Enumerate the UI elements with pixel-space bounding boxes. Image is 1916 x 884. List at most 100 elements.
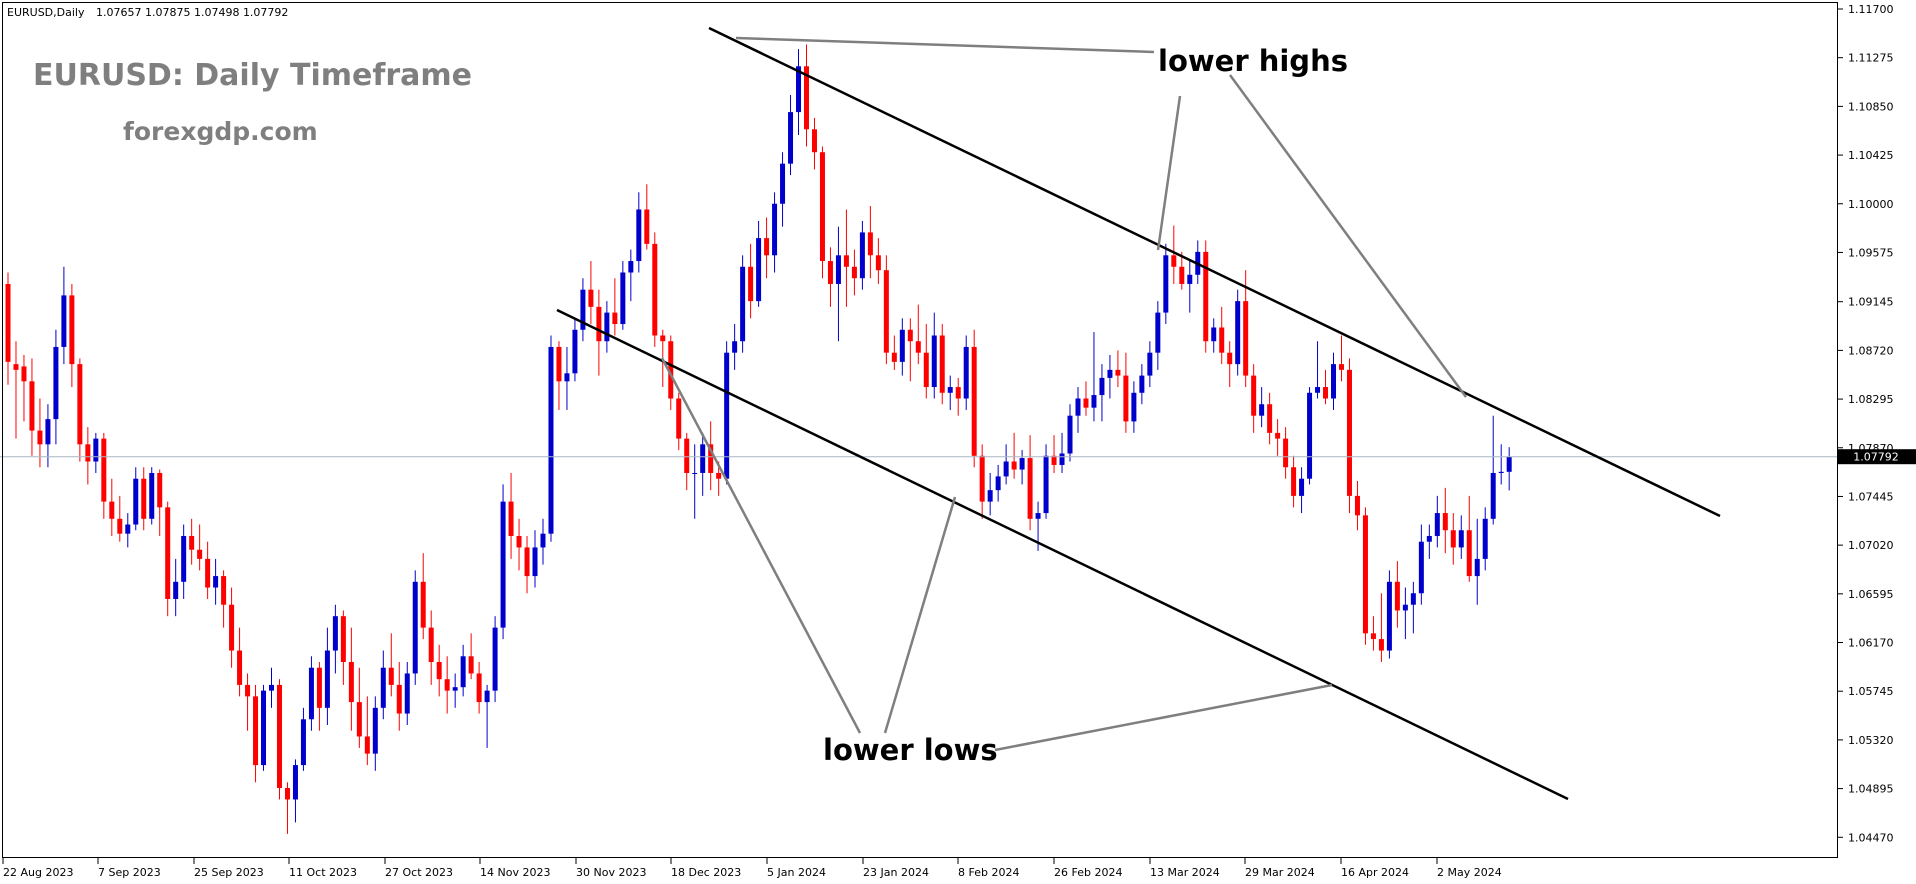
candle xyxy=(804,44,809,147)
time-axis[interactable]: 22 Aug 2023 7 Sep 2023 25 Sep 2023 11 Oct 2… xyxy=(2,858,1502,879)
candle xyxy=(516,518,522,571)
price-tick-label: 1.07445 xyxy=(1848,490,1894,503)
candle xyxy=(652,232,658,347)
candle xyxy=(93,432,99,473)
candle xyxy=(213,558,219,605)
candle xyxy=(1091,332,1097,422)
current-price-tag: 1.07792 xyxy=(1838,449,1916,465)
candle xyxy=(955,377,961,416)
candle xyxy=(1075,387,1081,433)
candle xyxy=(372,696,378,771)
candle xyxy=(396,661,402,731)
upper-channel-line[interactable] xyxy=(708,26,1721,518)
candle xyxy=(460,644,466,697)
candle xyxy=(165,501,171,617)
price-axis[interactable]: 1.11700 1.11275 1.10850 1.10425 1.10000 1.095… xyxy=(1838,3,1894,844)
candle xyxy=(332,604,338,674)
candle xyxy=(700,432,706,496)
price-tick-label: 1.08720 xyxy=(1848,344,1894,357)
candle xyxy=(1394,561,1400,628)
candle xyxy=(428,610,434,685)
candle xyxy=(1331,352,1337,410)
candle xyxy=(101,432,107,519)
annotation-pointer-line xyxy=(994,683,1333,752)
candle xyxy=(1458,515,1464,559)
candle xyxy=(907,318,913,382)
candle xyxy=(891,335,897,370)
candle xyxy=(1147,341,1153,388)
candle xyxy=(237,627,243,697)
candle xyxy=(197,524,203,571)
candle xyxy=(125,513,131,548)
candle xyxy=(939,324,945,405)
candle xyxy=(149,467,155,525)
plot-border xyxy=(2,2,1838,858)
candle xyxy=(1099,364,1105,422)
candle xyxy=(300,707,306,771)
candle xyxy=(1051,435,1057,473)
candle xyxy=(189,518,195,565)
candle xyxy=(500,484,506,640)
candle xyxy=(708,421,714,491)
candle xyxy=(548,335,554,542)
trendlines-layer xyxy=(556,26,1721,801)
candle xyxy=(1163,243,1169,325)
candle xyxy=(484,684,490,748)
candle xyxy=(867,206,873,279)
symbol-header: EURUSD,Daily 1.07657 1.07875 1.07498 1.0… xyxy=(7,6,288,19)
price-tick-label: 1.11275 xyxy=(1848,52,1894,65)
candle xyxy=(324,627,330,726)
price-tick-label: 1.06170 xyxy=(1848,637,1894,650)
candle xyxy=(348,627,354,731)
candle xyxy=(1011,432,1017,479)
candle xyxy=(245,673,251,731)
candle xyxy=(756,220,762,307)
price-tick-label: 1.10850 xyxy=(1848,100,1894,113)
candle xyxy=(1059,432,1065,473)
candle xyxy=(524,535,530,594)
candle xyxy=(1418,524,1424,605)
candle xyxy=(1139,364,1145,405)
candle xyxy=(1354,480,1360,531)
candle xyxy=(811,117,817,170)
candle xyxy=(780,152,786,227)
candle xyxy=(269,667,275,708)
candle xyxy=(572,318,578,382)
candle xyxy=(444,656,450,714)
candle xyxy=(1323,369,1329,405)
candle xyxy=(404,661,410,726)
candle xyxy=(380,650,386,720)
candle xyxy=(1338,335,1344,382)
time-tick-label: 25 Sep 2023 xyxy=(194,866,264,879)
annotation-pointer-line xyxy=(735,36,1155,54)
candle xyxy=(356,667,362,748)
candle xyxy=(37,398,43,468)
time-tick-label: 22 Aug 2023 xyxy=(3,866,73,879)
candle xyxy=(819,146,825,279)
candle xyxy=(915,304,921,365)
lower-channel-line[interactable] xyxy=(556,308,1569,801)
candle xyxy=(644,184,650,250)
price-tick-label: 1.09145 xyxy=(1848,296,1894,309)
candle xyxy=(1123,352,1129,433)
time-tick-label: 26 Feb 2024 xyxy=(1054,866,1122,879)
candle xyxy=(788,94,794,176)
price-tick-label: 1.06595 xyxy=(1848,588,1894,601)
candle xyxy=(173,558,179,617)
candle xyxy=(1466,495,1472,582)
candle xyxy=(931,312,937,399)
candle xyxy=(971,329,977,468)
candle xyxy=(229,587,235,668)
candle xyxy=(1299,467,1305,514)
candle xyxy=(1482,507,1488,571)
time-tick-label: 16 Apr 2024 xyxy=(1341,866,1409,879)
candle xyxy=(261,684,267,771)
candle xyxy=(1291,455,1297,508)
candle xyxy=(85,427,91,485)
time-tick-label: 23 Jan 2024 xyxy=(863,866,929,879)
candle xyxy=(1362,507,1368,645)
candle xyxy=(205,541,211,599)
candle xyxy=(628,249,634,302)
candle xyxy=(1219,306,1225,365)
